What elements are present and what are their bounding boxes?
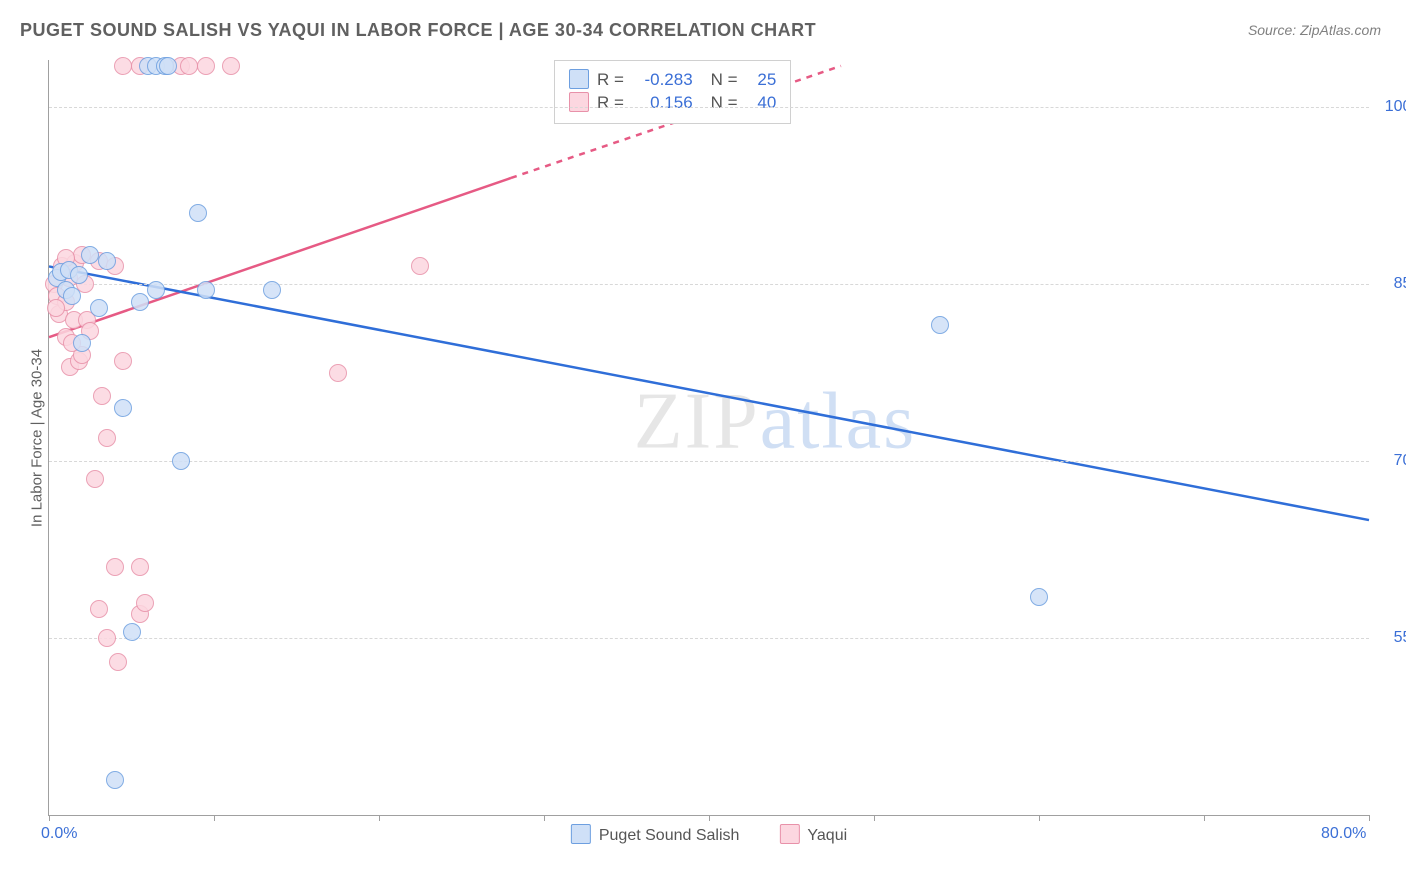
point-puget bbox=[131, 293, 149, 311]
x-tick-mark bbox=[1039, 815, 1040, 821]
chart-plot-area: In Labor Force | Age 30-34 ZIPatlas R = … bbox=[48, 60, 1369, 816]
point-yaqui bbox=[47, 299, 65, 317]
watermark-text-a: ZIP bbox=[634, 378, 760, 466]
legend-swatch bbox=[569, 92, 589, 112]
point-puget bbox=[90, 299, 108, 317]
point-yaqui bbox=[222, 57, 240, 75]
n-value: 25 bbox=[742, 70, 776, 90]
source-citation: Source: ZipAtlas.com bbox=[1248, 22, 1381, 38]
point-yaqui bbox=[136, 594, 154, 612]
point-yaqui bbox=[106, 558, 124, 576]
x-tick-mark bbox=[709, 815, 710, 821]
x-tick-label: 0.0% bbox=[41, 825, 77, 843]
point-puget bbox=[159, 57, 177, 75]
point-yaqui bbox=[197, 57, 215, 75]
point-puget bbox=[70, 266, 88, 284]
stats-legend: R = -0.283 N = 25 R = 0.156 N = 40 bbox=[554, 60, 791, 124]
point-yaqui bbox=[411, 257, 429, 275]
gridline-h bbox=[49, 638, 1369, 639]
point-yaqui bbox=[86, 470, 104, 488]
series-legend-item: Puget Sound Salish bbox=[571, 827, 740, 844]
point-yaqui bbox=[180, 57, 198, 75]
n-value: 40 bbox=[742, 93, 776, 113]
point-puget bbox=[263, 281, 281, 299]
y-tick-label: 55.0% bbox=[1379, 629, 1406, 647]
y-axis-label: In Labor Force | Age 30-34 bbox=[29, 348, 46, 526]
point-puget bbox=[73, 334, 91, 352]
y-tick-label: 100.0% bbox=[1379, 98, 1406, 116]
watermark-text-b: atlas bbox=[760, 378, 917, 466]
point-puget bbox=[114, 399, 132, 417]
point-yaqui bbox=[114, 57, 132, 75]
point-yaqui bbox=[98, 429, 116, 447]
point-puget bbox=[81, 246, 99, 264]
x-tick-mark bbox=[1204, 815, 1205, 821]
x-tick-label: 80.0% bbox=[1321, 825, 1366, 843]
point-puget bbox=[931, 316, 949, 334]
series-legend-item: Yaqui bbox=[779, 827, 847, 844]
series-legend-label: Puget Sound Salish bbox=[599, 827, 740, 844]
point-yaqui bbox=[131, 558, 149, 576]
y-tick-label: 85.0% bbox=[1379, 275, 1406, 293]
stats-legend-row: R = 0.156 N = 40 bbox=[569, 92, 776, 113]
gridline-h bbox=[49, 461, 1369, 462]
point-yaqui bbox=[114, 352, 132, 370]
r-value: 0.156 bbox=[629, 93, 693, 113]
legend-swatch bbox=[779, 824, 799, 844]
stats-legend-row: R = -0.283 N = 25 bbox=[569, 69, 776, 90]
point-yaqui bbox=[98, 629, 116, 647]
n-label: N = bbox=[711, 70, 743, 89]
x-tick-mark bbox=[1369, 815, 1370, 821]
regression-lines-layer bbox=[49, 60, 1369, 815]
n-label: N = bbox=[711, 93, 743, 112]
point-puget bbox=[1030, 588, 1048, 606]
gridline-h bbox=[49, 284, 1369, 285]
point-puget bbox=[147, 281, 165, 299]
point-puget bbox=[98, 252, 116, 270]
x-tick-mark bbox=[544, 815, 545, 821]
x-tick-mark bbox=[379, 815, 380, 821]
series-legend-label: Yaqui bbox=[807, 827, 847, 844]
point-puget bbox=[106, 771, 124, 789]
legend-swatch bbox=[569, 69, 589, 89]
r-value: -0.283 bbox=[629, 70, 693, 90]
point-puget bbox=[197, 281, 215, 299]
point-puget bbox=[123, 623, 141, 641]
r-label: R = bbox=[597, 70, 629, 89]
chart-title: PUGET SOUND SALISH VS YAQUI IN LABOR FOR… bbox=[20, 20, 816, 41]
point-yaqui bbox=[329, 364, 347, 382]
r-label: R = bbox=[597, 93, 629, 112]
point-puget bbox=[189, 204, 207, 222]
x-tick-mark bbox=[49, 815, 50, 821]
legend-swatch bbox=[571, 824, 591, 844]
point-puget bbox=[172, 452, 190, 470]
series-legend: Puget Sound Salish Yaqui bbox=[571, 824, 847, 845]
watermark: ZIPatlas bbox=[634, 377, 917, 468]
point-yaqui bbox=[90, 600, 108, 618]
x-tick-mark bbox=[874, 815, 875, 821]
point-yaqui bbox=[93, 387, 111, 405]
point-yaqui bbox=[109, 653, 127, 671]
x-tick-mark bbox=[214, 815, 215, 821]
gridline-h bbox=[49, 107, 1369, 108]
point-puget bbox=[63, 287, 81, 305]
y-tick-label: 70.0% bbox=[1379, 452, 1406, 470]
